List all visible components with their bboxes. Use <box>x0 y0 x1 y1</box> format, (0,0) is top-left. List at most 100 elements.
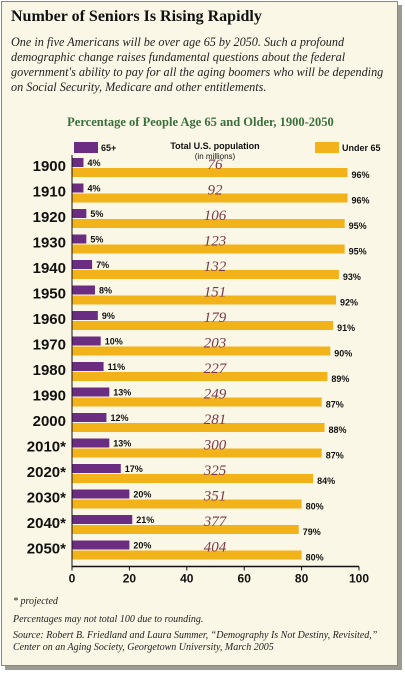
bar-under65 <box>72 295 337 305</box>
value-label-under65: 95% <box>349 247 367 257</box>
bar-65plus <box>72 234 87 244</box>
year-label: 1960 <box>33 311 66 328</box>
population-value: 151 <box>204 285 227 301</box>
population-value: 132 <box>204 259 227 275</box>
value-label-under65: 92% <box>340 298 358 308</box>
bar-chart: 65+ Under 65 Total U.S. population(in mill… <box>27 141 381 586</box>
value-label-under65: 96% <box>352 170 370 180</box>
value-label-65plus: 4% <box>87 184 100 194</box>
value-label-under65: 91% <box>337 323 355 333</box>
x-tick-label: 40 <box>180 572 194 586</box>
x-tick-label: 80 <box>295 572 309 586</box>
value-label-under65: 96% <box>352 196 370 206</box>
legend-label-65plus: 65+ <box>101 143 116 153</box>
legend-label-under65: Under 65 <box>342 143 381 153</box>
population-header: Total U.S. population <box>170 141 259 151</box>
value-label-under65: 80% <box>306 553 324 563</box>
value-label-65plus: 9% <box>102 311 115 321</box>
bar-65plus <box>72 540 130 550</box>
x-tick-label: 100 <box>349 572 369 586</box>
bar-65plus <box>72 489 130 499</box>
value-label-65plus: 13% <box>113 439 131 449</box>
value-label-65plus: 13% <box>113 388 131 398</box>
bar-under65 <box>72 423 325 432</box>
year-label: 2050* <box>27 541 66 558</box>
legend-swatch-under65 <box>315 142 339 153</box>
year-label: 1910 <box>33 184 66 201</box>
value-label-65plus: 17% <box>125 464 143 474</box>
bar-under65 <box>72 474 314 483</box>
population-value: 76 <box>208 157 224 173</box>
footnote-projected: * projected <box>13 596 58 607</box>
value-label-under65: 79% <box>303 527 321 537</box>
year-label: 1950 <box>33 286 66 303</box>
population-value: 300 <box>203 438 227 454</box>
population-unit: (in millions) <box>195 152 236 161</box>
year-label: 1900 <box>33 158 66 175</box>
value-label-under65: 84% <box>317 476 335 486</box>
value-label-65plus: 8% <box>99 286 112 296</box>
bar-under65 <box>72 321 334 330</box>
bar-under65 <box>72 244 345 254</box>
bar-under65 <box>72 346 331 356</box>
year-label: 2000 <box>33 413 66 430</box>
year-label: 1970 <box>33 337 66 354</box>
value-label-65plus: 5% <box>90 235 103 245</box>
value-label-under65: 89% <box>331 374 349 384</box>
value-label-under65: 95% <box>349 221 367 231</box>
value-label-under65: 80% <box>306 502 324 512</box>
bar-65plus <box>72 285 95 295</box>
bar-65plus <box>72 209 87 218</box>
bar-under65 <box>72 525 299 534</box>
population-value: 227 <box>204 361 228 377</box>
bar-under65 <box>72 219 345 228</box>
bar-65plus <box>72 362 104 371</box>
bar-65plus <box>72 260 93 269</box>
bar-under65 <box>72 270 339 279</box>
bar-under65 <box>72 499 302 509</box>
bar-65plus <box>72 464 121 473</box>
bar-65plus <box>72 515 133 524</box>
source-note: Source: Robert B. Friedland and Laura Su… <box>13 630 378 653</box>
population-value: 377 <box>203 514 228 530</box>
year-label: 1940 <box>33 260 66 277</box>
bar-65plus <box>72 336 101 346</box>
year-label: 2040* <box>27 515 66 532</box>
population-value: 123 <box>204 234 227 250</box>
value-label-under65: 88% <box>329 425 347 435</box>
x-tick-label: 60 <box>238 572 252 586</box>
year-label: 1990 <box>33 388 66 405</box>
value-label-65plus: 21% <box>136 515 154 525</box>
headline: Number of Seniors Is Rising Rapidly <box>11 8 262 25</box>
legend-swatch-65plus <box>74 142 98 153</box>
year-label: 1980 <box>33 362 66 379</box>
population-value: 404 <box>204 540 227 556</box>
value-label-under65: 93% <box>343 272 361 282</box>
value-label-under65: 90% <box>334 349 352 359</box>
bar-65plus <box>72 311 98 320</box>
population-value: 351 <box>203 489 227 505</box>
value-label-65plus: 10% <box>105 337 123 347</box>
year-label: 2010* <box>27 439 66 456</box>
bar-65plus <box>72 387 110 397</box>
x-tick-label: 20 <box>123 572 137 586</box>
x-tick-label: 0 <box>69 572 76 586</box>
value-label-65plus: 11% <box>108 362 126 372</box>
bar-65plus <box>72 413 107 422</box>
year-label: 1920 <box>33 209 66 226</box>
bar-under65 <box>72 193 348 203</box>
intro-text: One in five Americans will be over age 6… <box>11 35 384 94</box>
value-label-65plus: 20% <box>133 490 151 500</box>
bar-under65 <box>72 397 322 407</box>
value-label-65plus: 20% <box>133 541 151 551</box>
year-label: 1930 <box>33 235 66 252</box>
value-label-under65: 87% <box>326 400 344 410</box>
bar-under65 <box>72 550 302 560</box>
bar-under65 <box>72 372 328 381</box>
infographic-panel: Number of Seniors Is Rising Rapidly One … <box>1 1 398 666</box>
population-value: 179 <box>204 310 227 326</box>
population-value: 203 <box>204 336 227 352</box>
bar-65plus <box>72 438 110 448</box>
population-value: 106 <box>204 208 227 224</box>
value-label-65plus: 5% <box>90 209 103 219</box>
